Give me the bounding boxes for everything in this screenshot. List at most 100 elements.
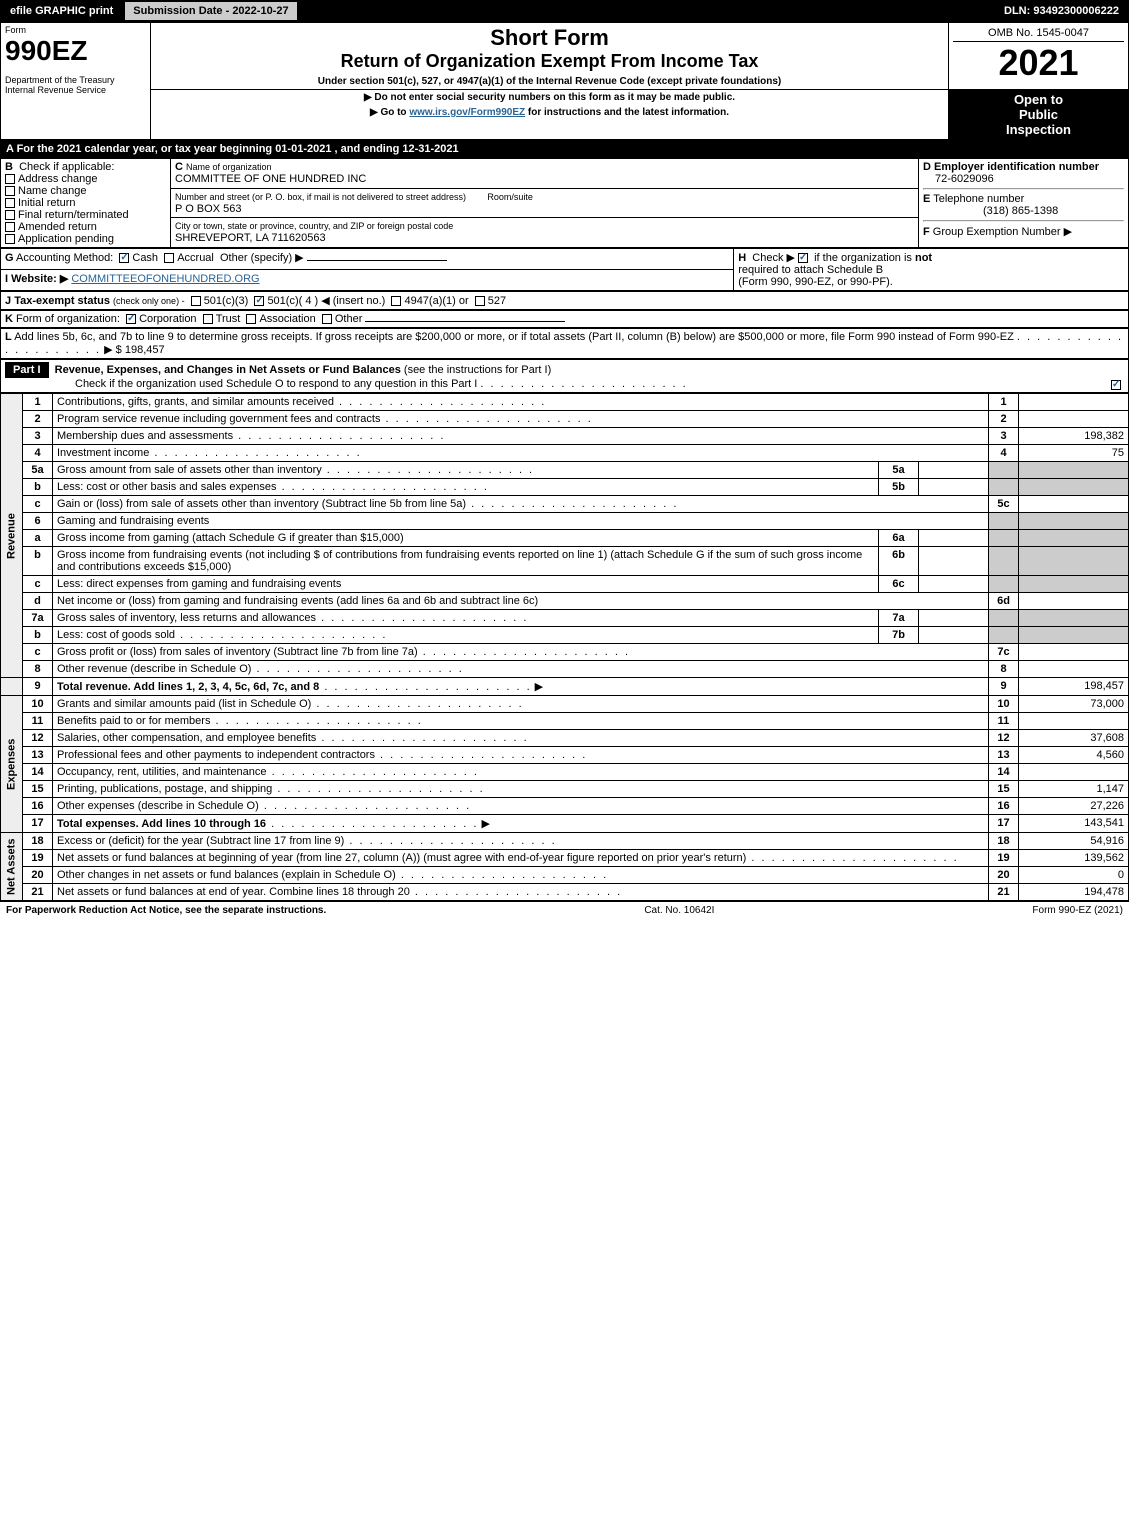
line-11-val [1019, 713, 1129, 730]
cb-final-return[interactable] [5, 210, 15, 220]
lbl-cash: Cash [132, 252, 158, 264]
cb-schedule-b[interactable] [798, 253, 808, 263]
cb-4947[interactable] [391, 296, 401, 306]
part1-sub: (see the instructions for Part I) [404, 364, 551, 376]
footer-right: Form 990-EZ (2021) [1032, 905, 1123, 916]
line-14-val [1019, 764, 1129, 781]
gh-table: G Accounting Method: Cash Accrual Other … [0, 248, 1129, 291]
cb-initial-return[interactable] [5, 198, 15, 208]
warn-goto-pre: ▶ Go to [370, 107, 409, 118]
lbl-trust: Trust [216, 313, 241, 325]
line-13-text: Professional fees and other payments to … [57, 749, 375, 761]
cb-501c3[interactable] [191, 296, 201, 306]
cb-address-change[interactable] [5, 174, 15, 184]
line-15-text: Printing, publications, postage, and shi… [57, 783, 272, 795]
line-7a-text: Gross sales of inventory, less returns a… [57, 612, 316, 624]
warn-goto-post: for instructions and the latest informat… [525, 107, 729, 118]
cb-other-org[interactable] [322, 314, 332, 324]
form-word: Form [5, 25, 146, 35]
c-street-lbl: Number and street (or P. O. box, if mail… [175, 192, 466, 202]
lbl-corporation: Corporation [139, 313, 196, 325]
g-label: G [5, 252, 14, 264]
website-link[interactable]: COMMITTEEOFONEHUNDRED.ORG [71, 273, 259, 285]
j-label: J [5, 295, 11, 307]
line-7c-text: Gross profit or (loss) from sales of inv… [57, 646, 418, 658]
footer-left: For Paperwork Reduction Act Notice, see … [6, 905, 326, 916]
lbl-other-specify: Other (specify) ▶ [220, 252, 304, 264]
d-label: D [923, 161, 931, 173]
subtitle: Under section 501(c), 527, or 4947(a)(1)… [155, 76, 944, 87]
c-city-lbl: City or town, state or province, country… [175, 221, 453, 231]
g-text: Accounting Method: [16, 252, 113, 264]
line-10-val: 73,000 [1019, 696, 1129, 713]
submission-date: Submission Date - 2022-10-27 [125, 2, 296, 20]
c-name-lbl: Name of organization [186, 162, 272, 172]
c-room-lbl: Room/suite [487, 192, 533, 202]
line-6b-mv [919, 547, 989, 576]
footer-mid: Cat. No. 10642I [644, 905, 714, 916]
warn-ssn: ▶ Do not enter social security numbers o… [155, 92, 944, 103]
irs-link[interactable]: www.irs.gov/Form990EZ [409, 107, 525, 118]
line-7a-mv [919, 610, 989, 627]
cb-schedule-o[interactable] [1111, 380, 1121, 390]
line-17-val: 143,541 [1019, 815, 1129, 833]
f-label: F [923, 226, 930, 238]
line-7b-mv [919, 627, 989, 644]
line-14-text: Occupancy, rent, utilities, and maintena… [57, 766, 267, 778]
lbl-accrual: Accrual [177, 252, 214, 264]
inspection-2: Public [953, 107, 1124, 122]
cb-trust[interactable] [203, 314, 213, 324]
h-label: H [738, 252, 746, 264]
cb-accrual[interactable] [164, 253, 174, 263]
lbl-application-pending: Application pending [18, 233, 114, 245]
i-label: I [5, 273, 8, 285]
line-3-val: 198,382 [1019, 428, 1129, 445]
i-text: Website: ▶ [11, 273, 68, 285]
line-a: A For the 2021 calendar year, or tax yea… [0, 140, 1129, 158]
line-6b-text: Gross income from fundraising events (no… [57, 549, 862, 573]
footer: For Paperwork Reduction Act Notice, see … [0, 901, 1129, 919]
j-text: Tax-exempt status [14, 295, 110, 307]
line-20-val: 0 [1019, 867, 1129, 884]
header-table: Form 990EZ Department of the Treasury In… [0, 22, 1129, 140]
h-text1: Check ▶ [752, 252, 795, 264]
line-8-val [1019, 661, 1129, 678]
cb-application-pending[interactable] [5, 234, 15, 244]
lbl-other-org: Other [335, 313, 363, 325]
cb-amended-return[interactable] [5, 222, 15, 232]
l-text: Add lines 5b, 6c, and 7b to line 9 to de… [14, 331, 1014, 343]
line-2-text: Program service revenue including govern… [57, 413, 380, 425]
line-4-text: Investment income [57, 447, 149, 459]
line-6c-text: Less: direct expenses from gaming and fu… [57, 578, 341, 590]
cb-527[interactable] [475, 296, 485, 306]
ein: 72-6029096 [923, 173, 994, 185]
l-val: 198,457 [125, 344, 165, 356]
dept: Department of the Treasury [5, 75, 146, 85]
org-city: SHREVEPORT, LA 711620563 [175, 232, 326, 244]
line-13-val: 4,560 [1019, 747, 1129, 764]
lbl-501c3: 501(c)(3) [204, 295, 249, 307]
line-6c-mv [919, 576, 989, 593]
cb-corporation[interactable] [126, 314, 136, 324]
cb-association[interactable] [246, 314, 256, 324]
cb-cash[interactable] [119, 253, 129, 263]
cb-501c[interactable] [254, 296, 264, 306]
part1-check-text: Check if the organization used Schedule … [5, 378, 477, 390]
irs: Internal Revenue Service [5, 85, 146, 95]
cb-name-change[interactable] [5, 186, 15, 196]
lbl-name-change: Name change [18, 185, 87, 197]
k-label: K [5, 313, 13, 325]
part1-title: Revenue, Expenses, and Changes in Net As… [55, 364, 401, 376]
line-10-text: Grants and similar amounts paid (list in… [57, 698, 311, 710]
h-not: not [915, 252, 932, 264]
line-15-val: 1,147 [1019, 781, 1129, 798]
line-1-text: Contributions, gifts, grants, and simila… [57, 396, 334, 408]
line-1-val [1019, 394, 1129, 411]
line-18-val: 54,916 [1019, 833, 1129, 850]
h-text3: required to attach Schedule B [738, 264, 883, 276]
lbl-address-change: Address change [18, 173, 98, 185]
f-arrow: ▶ [1064, 226, 1072, 238]
line-9-text: Total revenue. Add lines 1, 2, 3, 4, 5c,… [57, 681, 319, 693]
line-5b-text: Less: cost or other basis and sales expe… [57, 481, 277, 493]
line-5a-mv [919, 462, 989, 479]
